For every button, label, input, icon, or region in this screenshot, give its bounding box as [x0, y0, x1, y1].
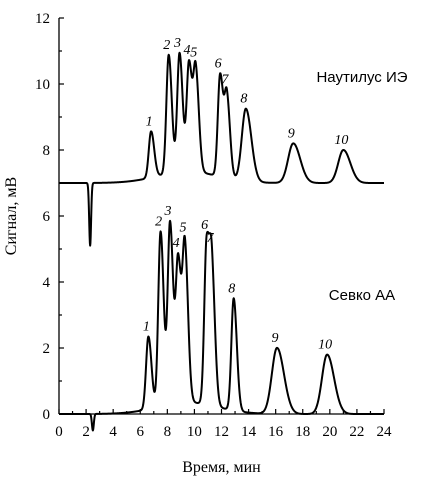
peak-number-label: 4 — [173, 236, 180, 251]
x-tick-label: 12 — [214, 424, 229, 440]
y-tick-label: 12 — [35, 11, 50, 27]
peak-number-label: 6 — [215, 56, 222, 71]
y-tick-label: 0 — [43, 407, 51, 423]
y-tick-label: 8 — [43, 143, 51, 159]
peak-number-label: 9 — [272, 331, 279, 346]
series-label: Наутилус ИЭ — [316, 69, 407, 86]
y-tick-label: 6 — [43, 209, 51, 225]
peak-number-label: 8 — [240, 92, 247, 107]
y-tick-label: 4 — [43, 275, 51, 291]
x-axis-title: Время, мин — [182, 459, 261, 476]
series-label: Севко АА — [329, 287, 395, 304]
x-tick-label: 6 — [137, 424, 145, 440]
peak-number-label: 10 — [318, 338, 332, 353]
x-tick-label: 14 — [241, 424, 257, 440]
peak-number-label: 6 — [201, 218, 208, 233]
peak-number-label: 3 — [164, 204, 172, 219]
x-tick-label: 8 — [164, 424, 172, 440]
peak-number-label: 1 — [146, 114, 153, 129]
peak-number-label: 2 — [163, 38, 170, 53]
peak-number-label: 7 — [207, 231, 215, 246]
x-tick-label: 2 — [82, 424, 90, 440]
peak-number-label: 8 — [228, 281, 235, 296]
x-tick-label: 4 — [109, 424, 117, 440]
peak-number-label: 1 — [143, 320, 150, 335]
peak-number-label: 5 — [179, 220, 186, 235]
x-tick-label: 24 — [377, 424, 393, 440]
x-tick-label: 10 — [187, 424, 202, 440]
x-tick-label: 0 — [55, 424, 63, 440]
series-line — [58, 51, 385, 247]
peak-number-label: 7 — [221, 72, 229, 87]
x-tick-label: 16 — [268, 424, 284, 440]
x-tick-label: 22 — [349, 424, 364, 440]
x-tick-label: 18 — [295, 424, 310, 440]
series-line — [58, 219, 385, 432]
y-tick-label: 10 — [35, 77, 50, 93]
peak-number-label: 2 — [155, 214, 162, 229]
x-tick-label: 20 — [322, 424, 337, 440]
peak-number-label: 9 — [288, 126, 295, 141]
peak-number-label: 5 — [190, 46, 197, 61]
peak-number-label: 4 — [184, 43, 191, 58]
peak-number-label: 10 — [334, 133, 348, 148]
peak-number-label: 3 — [173, 36, 181, 51]
traces — [58, 51, 385, 432]
y-axis-title: Сигнал, мВ — [3, 177, 20, 255]
y-tick-label: 2 — [43, 341, 51, 357]
